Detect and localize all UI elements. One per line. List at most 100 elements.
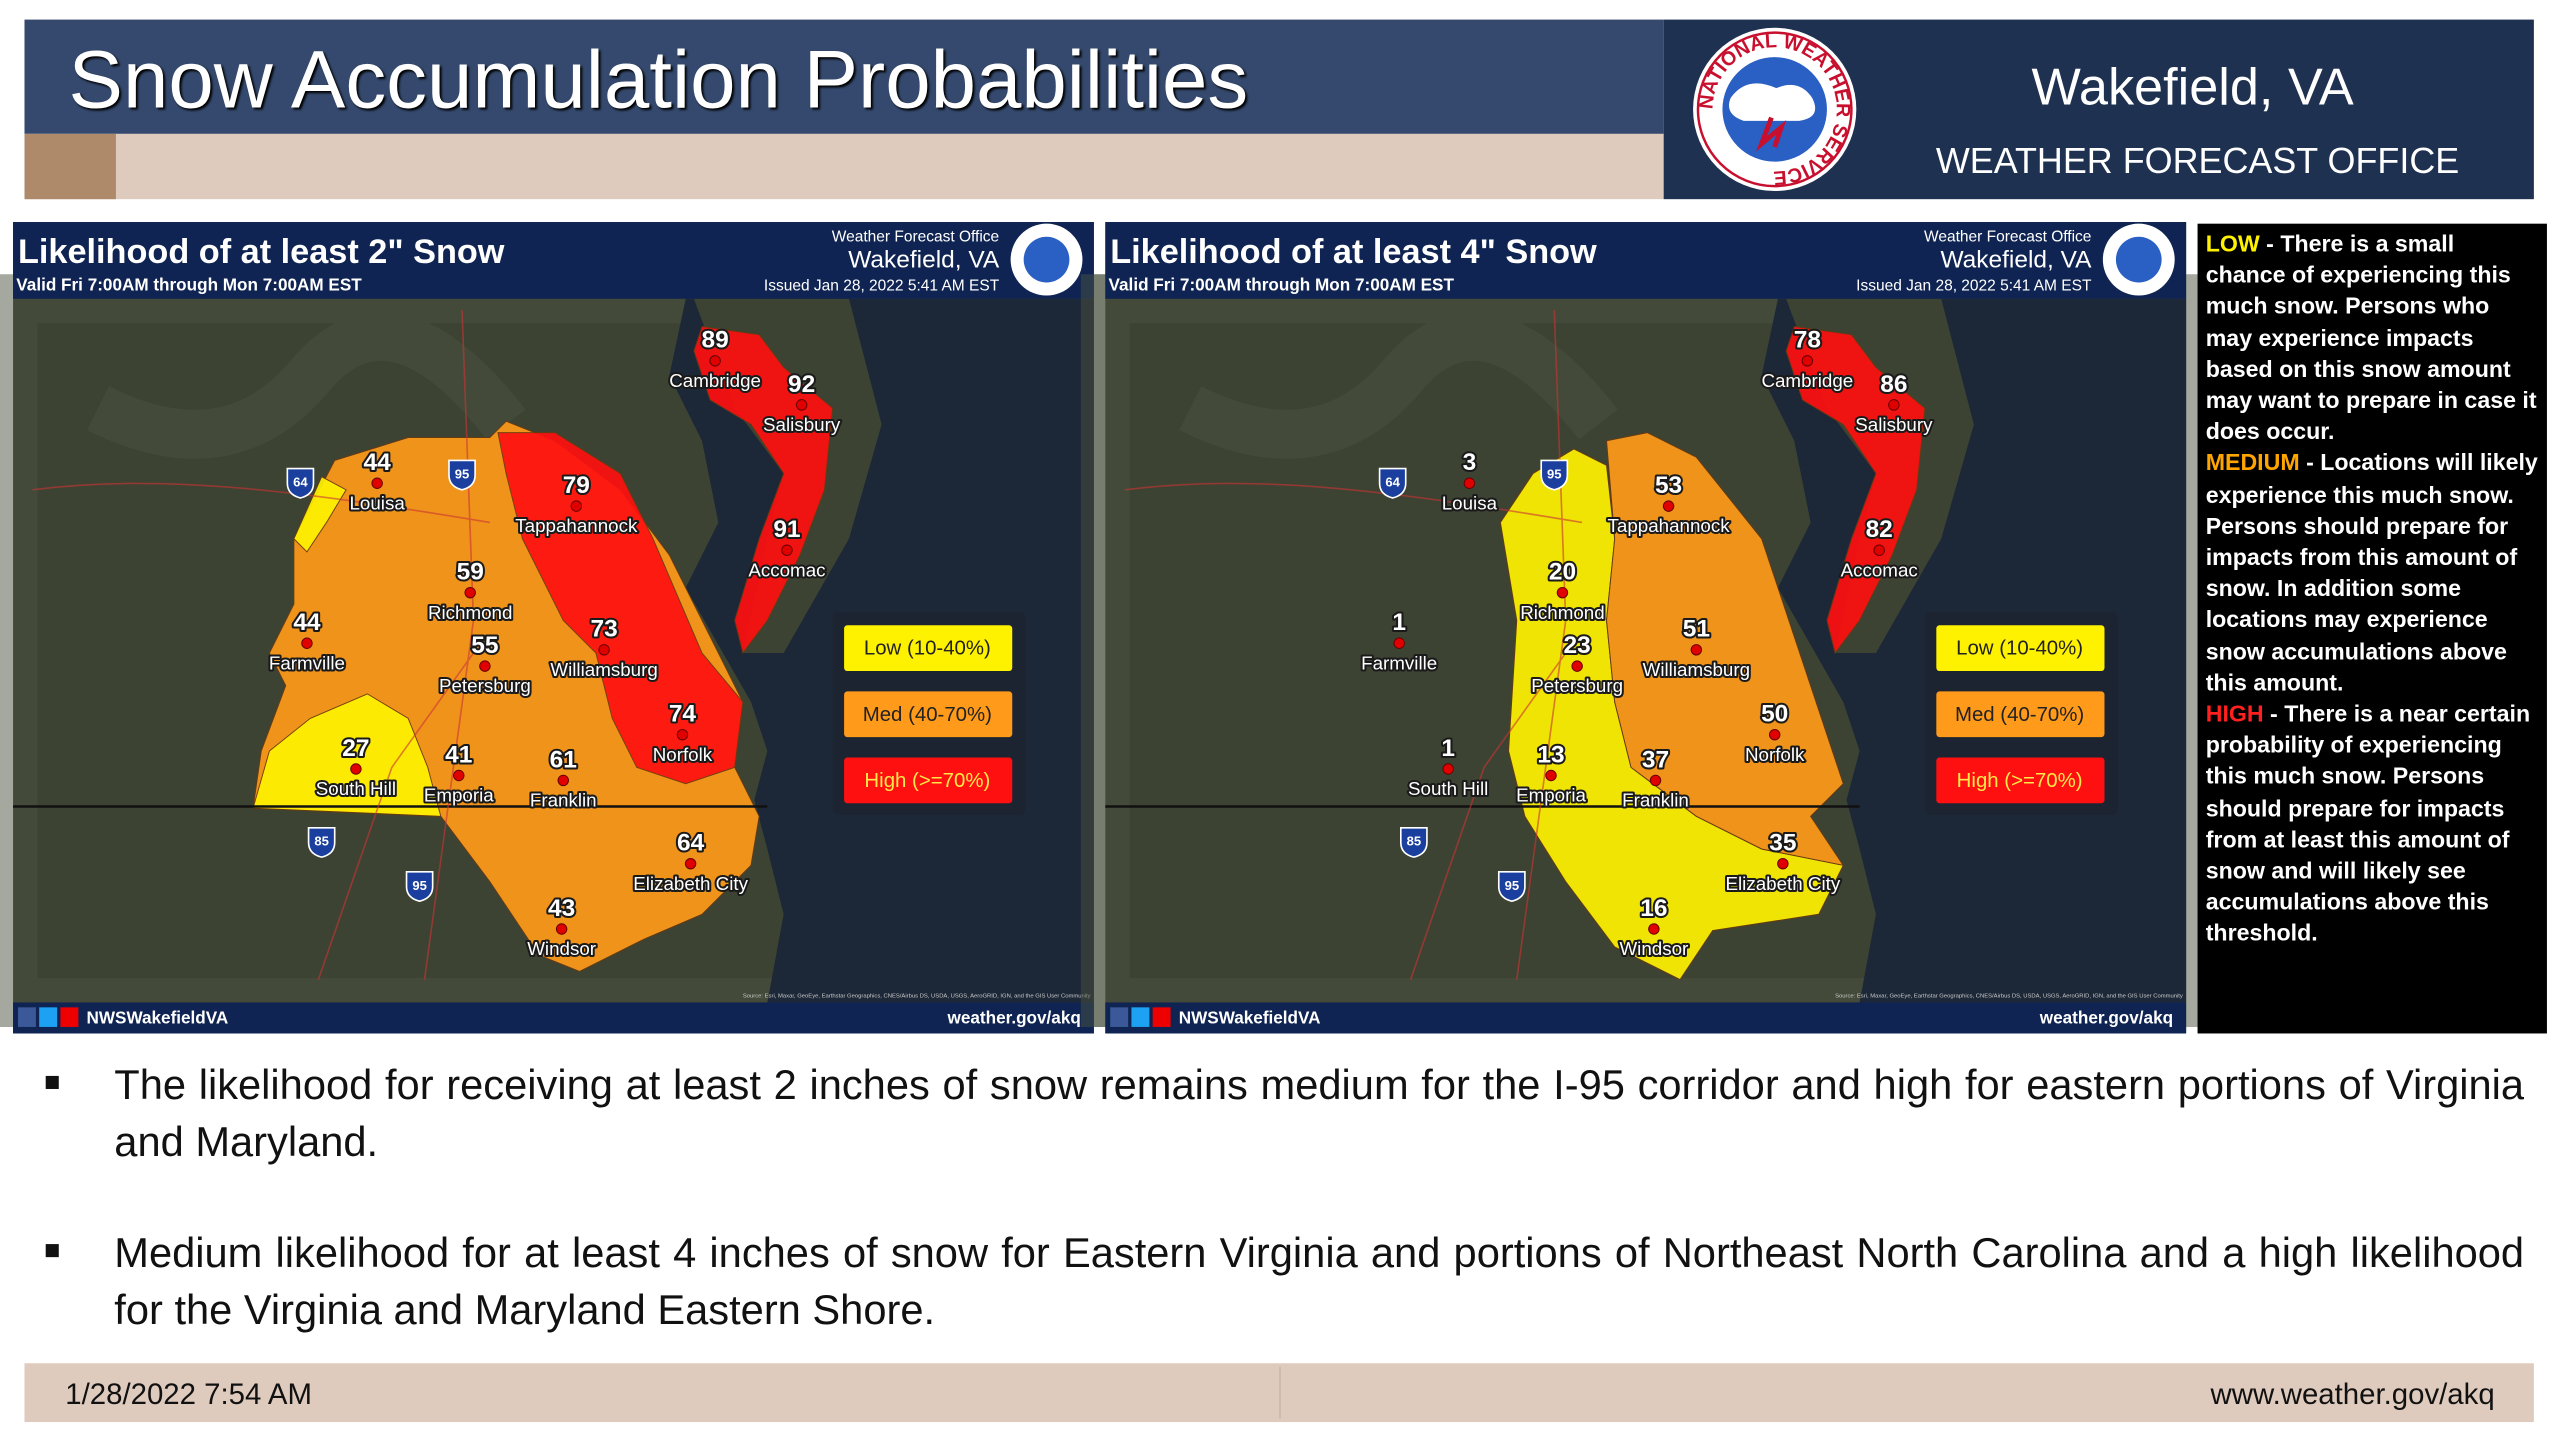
map-url: weather.gov/akq — [2039, 1008, 2173, 1028]
city-name: Emporia — [1516, 785, 1586, 806]
city-dot — [1649, 774, 1662, 787]
city-dot — [709, 355, 721, 367]
title-underbar — [24, 133, 1664, 200]
city-probability: 92 — [788, 371, 815, 398]
city-probability: 82 — [1866, 516, 1893, 543]
city-name: Petersburg — [1531, 675, 1623, 696]
city-probability: 86 — [1880, 371, 1907, 398]
legend-swatch — [1936, 757, 2105, 804]
city-probability: 91 — [773, 516, 800, 543]
city-name: Williamsburg — [550, 659, 657, 680]
city-dot — [1888, 399, 1900, 411]
city-probability: 23 — [1564, 632, 1591, 659]
city-probability: 41 — [445, 741, 472, 768]
city-dot — [350, 763, 362, 775]
city-probability: 89 — [701, 327, 728, 354]
city-probability: 59 — [457, 559, 484, 586]
key-entry: HIGH - There is a near certain probabili… — [2206, 700, 2539, 951]
legend-swatch — [844, 691, 1013, 738]
city-probability: 27 — [342, 735, 369, 762]
interstate-shield — [405, 871, 434, 903]
city-name: Elizabeth City — [1725, 873, 1840, 894]
key-panel-text: LOW - There is a small chance of experie… — [2198, 224, 2547, 958]
key-entry: LOW - There is a small chance of experie… — [2206, 230, 2539, 449]
city-dot — [453, 769, 465, 782]
city-probability: 13 — [1537, 741, 1564, 768]
city-probability: 51 — [1683, 616, 1710, 643]
probability-zone — [293, 476, 347, 553]
city-name: Farmville — [1361, 652, 1437, 673]
map-social: NWSWakefieldVA — [87, 1008, 229, 1028]
city-dot — [557, 774, 569, 787]
interstate-shield — [307, 826, 336, 858]
legend-label: Med (40-70%) — [863, 704, 992, 726]
city-dot — [479, 660, 491, 672]
bullet-marker — [45, 1075, 59, 1089]
key-panel — [2197, 223, 2547, 1034]
city-dot — [1662, 500, 1675, 512]
interstate-number: 64 — [1385, 475, 1400, 490]
interstate-shield — [1540, 459, 1569, 491]
legend-label: High (>=70%) — [864, 770, 990, 792]
interstate-number: 64 — [293, 475, 308, 490]
city-name: Cambridge — [669, 370, 761, 391]
city-dot — [301, 637, 313, 649]
city-dot — [676, 728, 689, 741]
forecast-map: Likelihood of at least 4" Snow Valid Fri … — [1080, 222, 2211, 1034]
city-probability: 43 — [548, 895, 575, 922]
city-probability: 16 — [1640, 895, 1667, 922]
city-dot — [1648, 923, 1660, 935]
city-dot — [464, 586, 476, 599]
interstate-shield — [286, 467, 315, 499]
probability-zone — [252, 693, 442, 817]
city-dot — [1873, 544, 1885, 556]
office-name: Wakefield, VA — [2032, 58, 2354, 116]
city-dot — [570, 500, 583, 512]
city-name: Tappahannock — [515, 515, 638, 536]
map-office: Wakefield, VA — [1940, 247, 2092, 274]
city-name: Windsor — [527, 938, 596, 959]
map-footer — [1105, 1002, 2187, 1034]
interstates — [32, 310, 490, 980]
social-icon — [39, 1007, 58, 1027]
title-accent — [24, 133, 116, 200]
key-level: HIGH — [2205, 702, 2264, 729]
city-dot — [684, 857, 697, 870]
bullet-text: The likelihood for receiving at least 2 … — [114, 1062, 2525, 1166]
social-icon — [1110, 1007, 1129, 1027]
legend-swatch — [1936, 691, 2105, 738]
city-probability: 78 — [1794, 327, 1821, 354]
legend-label: Med (40-70%) — [1955, 704, 2084, 726]
map-logo-center — [1023, 236, 1070, 283]
city-name: Petersburg — [439, 675, 531, 696]
city-probability: 1 — [1441, 735, 1455, 762]
map-office-label: Weather Forecast Office — [832, 229, 999, 246]
city-name: Cambridge — [1761, 370, 1853, 391]
city-name: Norfolk — [653, 744, 713, 765]
city-probability: 73 — [590, 616, 617, 643]
city-name: Farmville — [269, 652, 345, 673]
map-office: Wakefield, VA — [848, 247, 1000, 274]
city-probability: 61 — [550, 746, 577, 773]
city-probability: 53 — [1655, 472, 1682, 499]
interstate-shield — [1497, 871, 1526, 903]
city-name: South Hill — [316, 778, 396, 799]
city-name: Accomac — [1841, 559, 1918, 580]
city-dot — [1690, 644, 1703, 656]
map-title: Likelihood of at least 2" Snow — [18, 233, 505, 271]
slide-title: Snow Accumulation Probabilities — [69, 35, 1249, 126]
city-probability: 74 — [669, 701, 697, 728]
city-dot — [1463, 477, 1476, 489]
city-dot — [1801, 355, 1814, 367]
interstate-number: 95 — [412, 878, 427, 893]
city-name: Franklin — [1622, 790, 1689, 811]
city-probability: 37 — [1642, 746, 1669, 773]
city-name: Norfolk — [1745, 744, 1805, 765]
map-header — [13, 222, 1094, 299]
city-probability: 44 — [364, 449, 392, 476]
map-source: Source: Esri, Maxar, GeoEye, Earthstar G… — [743, 994, 1091, 1000]
key-text: LOW - There is a small chance of experie… — [2198, 224, 2547, 958]
probability-zone — [497, 432, 744, 785]
legend-swatch — [844, 757, 1013, 804]
social-icon — [60, 1007, 79, 1027]
